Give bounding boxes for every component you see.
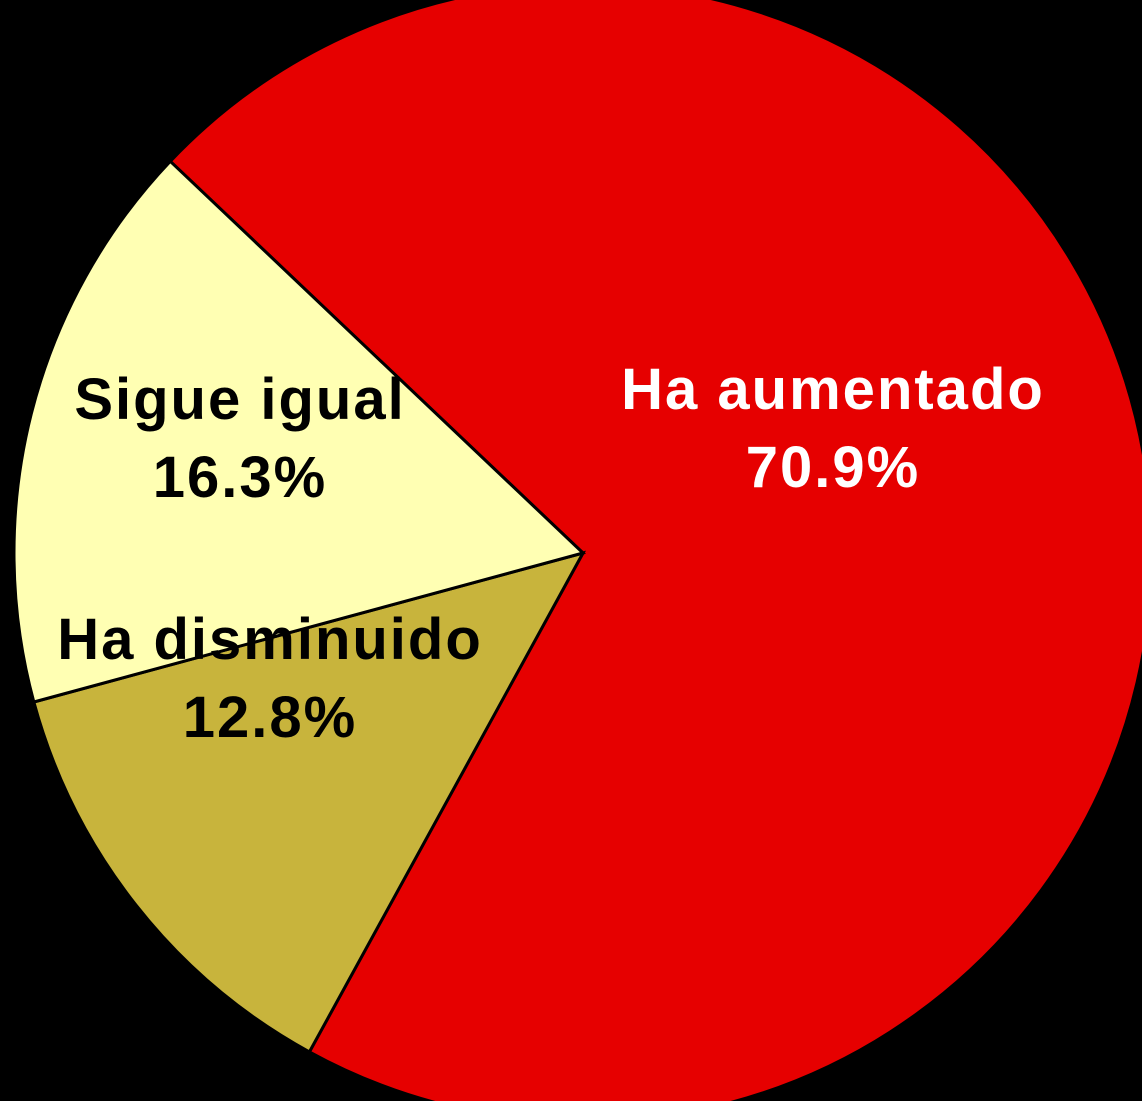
slice-label: Ha disminuido 12.8% (50, 601, 490, 757)
slice-name: Ha disminuido (57, 607, 483, 672)
pie-slice (168, 0, 1142, 1101)
pie-slice (12, 159, 586, 704)
slice-value: 70.9% (745, 435, 921, 500)
slice-name: Sigue igual (74, 367, 406, 432)
slice-value: 16.3% (152, 445, 328, 510)
slice-name: Ha aumentado (621, 357, 1045, 422)
slice-label: Sigue igual 16.3% (20, 361, 460, 517)
pie-slice (32, 550, 587, 1054)
slice-value: 12.8% (182, 685, 358, 750)
slice-label: Ha aumentado 70.9% (613, 351, 1053, 507)
